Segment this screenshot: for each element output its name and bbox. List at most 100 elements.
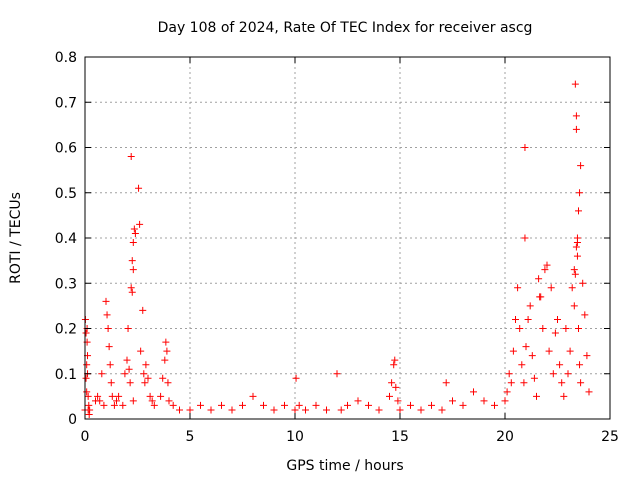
data-point xyxy=(392,383,400,391)
data-point xyxy=(407,401,414,409)
data-point xyxy=(119,401,127,409)
data-point xyxy=(129,397,137,405)
data-point xyxy=(83,361,91,369)
data-point xyxy=(82,329,90,337)
data-point xyxy=(148,397,156,405)
data-point xyxy=(573,252,581,260)
data-point xyxy=(312,401,320,409)
data-point xyxy=(186,406,194,414)
data-point xyxy=(536,293,544,301)
data-point xyxy=(507,379,515,387)
data-point xyxy=(292,374,300,382)
data-point xyxy=(573,239,581,247)
data-point xyxy=(84,406,92,414)
x-tick-label: 0 xyxy=(81,429,90,445)
data-point xyxy=(560,392,568,400)
data-point xyxy=(503,388,511,396)
data-point xyxy=(568,284,576,292)
data-point xyxy=(386,392,393,400)
data-point xyxy=(113,397,120,405)
data-point xyxy=(98,370,106,378)
data-point xyxy=(157,392,165,400)
data-point xyxy=(554,315,561,323)
data-point xyxy=(144,374,152,382)
y-tick-label: 0.8 xyxy=(55,50,77,66)
data-point xyxy=(535,275,543,283)
data-point xyxy=(428,401,435,409)
data-point xyxy=(438,406,446,414)
data-point xyxy=(539,325,547,332)
data-point xyxy=(520,379,528,387)
data-point xyxy=(249,392,257,400)
data-point xyxy=(375,406,383,414)
data-point xyxy=(545,347,553,355)
data-point xyxy=(291,406,299,414)
data-point xyxy=(570,302,578,310)
data-point xyxy=(512,315,519,323)
data-point xyxy=(110,401,118,409)
data-point xyxy=(583,352,591,360)
data-point xyxy=(571,270,579,278)
data-point xyxy=(159,374,167,382)
data-point xyxy=(572,125,580,133)
data-point xyxy=(396,406,404,414)
data-point xyxy=(129,239,137,247)
data-point xyxy=(365,401,372,409)
data-point xyxy=(141,379,149,387)
y-tick-label: 0.6 xyxy=(55,141,77,157)
data-point xyxy=(509,347,517,355)
data-point xyxy=(528,352,536,360)
data-point xyxy=(491,401,498,409)
data-point xyxy=(121,370,129,378)
grid xyxy=(85,57,610,419)
chart-title: Day 108 of 2024, Rate Of TEC Index for r… xyxy=(158,20,533,36)
data-point xyxy=(140,370,148,378)
data-point xyxy=(394,397,402,405)
data-point xyxy=(163,347,171,355)
data-point xyxy=(571,80,579,88)
data-point xyxy=(128,288,136,296)
data-point xyxy=(126,379,134,387)
data-point xyxy=(103,311,111,319)
data-point xyxy=(459,401,467,409)
y-tick-label: 0.7 xyxy=(55,95,77,111)
data-point xyxy=(176,406,183,414)
data-point xyxy=(521,234,529,242)
data-point xyxy=(96,397,104,405)
data-point xyxy=(302,406,309,414)
data-point xyxy=(124,325,132,332)
data-point xyxy=(558,379,566,387)
data-point xyxy=(417,406,425,414)
axis-ticks: 0 5 10 15 20 25 0 0.1 0.2 0.3 0.4 0.5 0.6 0.7 0.8 xyxy=(55,50,619,445)
data-point xyxy=(572,243,580,251)
y-tick-label: 0.1 xyxy=(55,367,77,383)
data-point xyxy=(108,392,116,400)
data-point xyxy=(391,356,399,364)
data-point xyxy=(239,401,246,409)
data-point xyxy=(530,374,538,382)
data-point xyxy=(388,379,396,387)
data-point xyxy=(165,397,173,405)
data-point xyxy=(572,112,580,120)
data-point xyxy=(162,338,170,346)
x-tick-label: 15 xyxy=(391,429,409,445)
y-tick-label: 0.5 xyxy=(55,186,77,202)
data-point xyxy=(218,401,225,409)
data-point xyxy=(581,311,589,319)
data-point xyxy=(576,361,584,369)
data-point xyxy=(94,392,102,400)
data-point xyxy=(123,356,131,364)
data-point xyxy=(576,189,584,197)
data-point xyxy=(575,325,582,332)
data-point xyxy=(127,284,135,292)
data-point xyxy=(533,392,540,400)
data-point xyxy=(337,406,345,414)
data-point xyxy=(84,392,92,400)
data-point xyxy=(104,325,112,332)
data-point xyxy=(541,266,549,274)
data-point xyxy=(354,397,362,405)
data-point xyxy=(82,374,90,382)
data-point xyxy=(281,401,288,409)
data-point xyxy=(564,370,572,378)
data-point xyxy=(100,401,108,409)
